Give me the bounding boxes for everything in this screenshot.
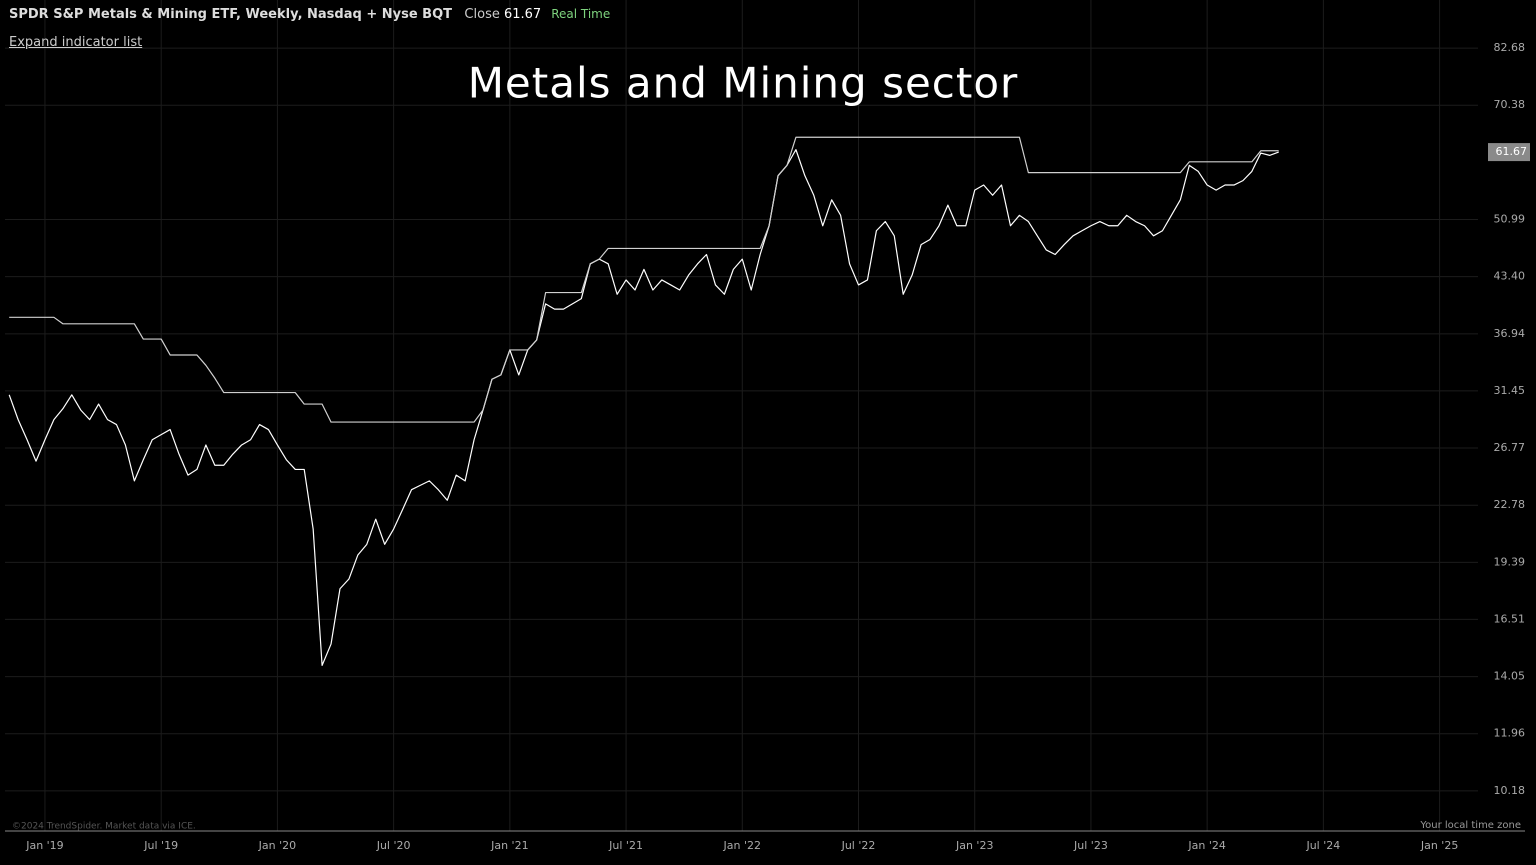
y-tick-label: 36.94	[1494, 327, 1526, 340]
y-tick-label: 19.39	[1494, 555, 1526, 568]
y-tick-label: 26.77	[1494, 441, 1526, 454]
y-tick-label: 31.45	[1494, 384, 1526, 397]
close-label: Close	[464, 7, 500, 22]
series-line	[9, 136, 1279, 423]
y-tick-label: 22.78	[1494, 498, 1526, 511]
x-tick-label: Jan '22	[723, 839, 761, 852]
y-tick-label: 11.96	[1494, 727, 1526, 740]
x-tick-label: Jul '19	[143, 839, 178, 852]
y-tick-label: 14.05	[1494, 670, 1526, 683]
series-line	[8, 149, 1279, 667]
y-tick-label: 43.40	[1494, 270, 1526, 283]
x-tick-label: Jan '25	[1420, 839, 1458, 852]
y-tick-label: 50.99	[1494, 213, 1526, 226]
y-tick-label: 16.51	[1494, 612, 1526, 625]
x-tick-label: Jan '21	[490, 839, 528, 852]
x-tick-label: Jan '19	[25, 839, 63, 852]
y-tick-label: 10.18	[1494, 784, 1526, 797]
plot	[8, 136, 1279, 667]
x-tick-label: Jul '22	[841, 839, 876, 852]
y-tick-label: 82.68	[1494, 41, 1526, 54]
x-tick-label: Jul '21	[608, 839, 643, 852]
chart-title: Metals and Mining sector	[468, 59, 1019, 108]
x-tick-label: Jul '20	[376, 839, 411, 852]
expand-indicator-list[interactable]: Expand indicator list	[9, 35, 143, 50]
grid	[5, 0, 1478, 831]
status: Real Time	[551, 7, 611, 21]
close-value: 61.67	[503, 7, 542, 22]
x-tick-label: Jul '23	[1073, 839, 1108, 852]
y-tick-label: 70.38	[1494, 98, 1526, 111]
header: SPDR S&P Metals & Mining ETF, Weekly, Na…	[9, 7, 610, 22]
credit: ©2024 TrendSpider. Market data via ICE.	[12, 822, 196, 832]
x-tick-label: Jan '20	[258, 839, 296, 852]
symbol: SPDR S&P Metals & Mining ETF, Weekly, Na…	[9, 7, 453, 22]
timezone: Your local time zone	[1419, 820, 1521, 831]
x-tick-label: Jan '23	[955, 839, 993, 852]
last-price-box	[1488, 143, 1530, 162]
last-price-label: 61.67	[1496, 145, 1528, 158]
x-tick-label: Jan '24	[1187, 839, 1225, 852]
x-tick-label: Jul '24	[1305, 839, 1340, 852]
